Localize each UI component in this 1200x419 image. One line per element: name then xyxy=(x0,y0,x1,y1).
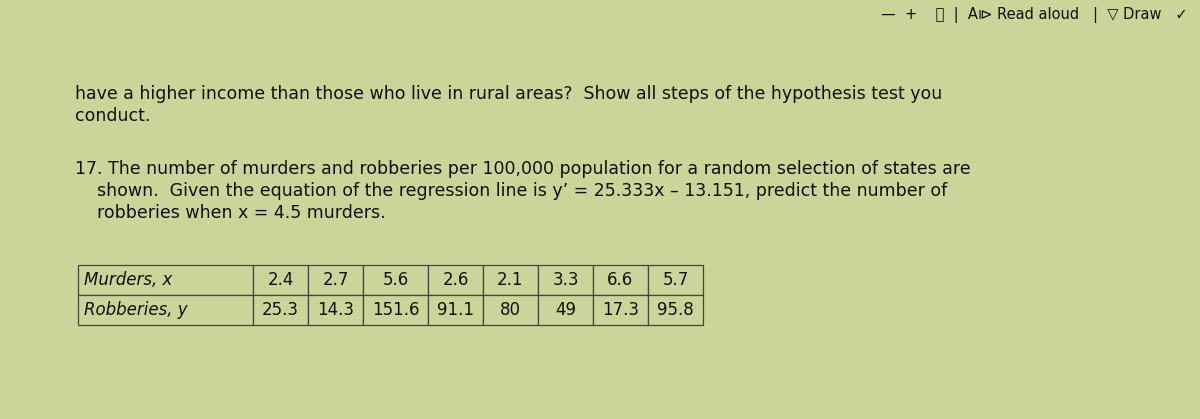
Bar xyxy=(253,295,308,325)
Text: 95.8: 95.8 xyxy=(658,301,694,319)
Text: conduct.: conduct. xyxy=(74,107,150,125)
Bar xyxy=(78,265,253,295)
Bar xyxy=(482,265,538,295)
Text: have a higher income than those who live in rural areas?  Show all steps of the : have a higher income than those who live… xyxy=(74,85,942,103)
Text: 151.6: 151.6 xyxy=(372,301,419,319)
Text: 5.7: 5.7 xyxy=(662,271,689,289)
Text: 3.3: 3.3 xyxy=(552,271,578,289)
Text: Robberies, y: Robberies, y xyxy=(84,301,187,319)
Bar xyxy=(648,295,703,325)
Text: 2.7: 2.7 xyxy=(323,271,349,289)
Bar xyxy=(78,295,253,325)
Text: 2.6: 2.6 xyxy=(443,271,469,289)
Bar xyxy=(538,295,593,325)
Text: 2.4: 2.4 xyxy=(268,271,294,289)
Bar xyxy=(538,265,593,295)
Bar xyxy=(308,295,364,325)
Bar xyxy=(482,295,538,325)
Bar xyxy=(253,265,308,295)
Text: 14.3: 14.3 xyxy=(317,301,354,319)
Text: robberies when x = 4.5 murders.: robberies when x = 4.5 murders. xyxy=(74,204,385,222)
Text: 6.6: 6.6 xyxy=(607,271,634,289)
Bar xyxy=(428,295,482,325)
Bar xyxy=(364,295,428,325)
Text: Murders, x: Murders, x xyxy=(84,271,173,289)
Bar xyxy=(593,265,648,295)
Bar xyxy=(428,265,482,295)
Text: 80: 80 xyxy=(500,301,521,319)
Bar xyxy=(364,265,428,295)
Text: —  +    ⬜  |  A⧐ Read aloud   |  ▽ Draw   ✓: — + ⬜ | A⧐ Read aloud | ▽ Draw ✓ xyxy=(881,7,1188,23)
Text: 17.3: 17.3 xyxy=(602,301,640,319)
Text: 49: 49 xyxy=(554,301,576,319)
Text: 17. The number of murders and robberies per 100,000 population for a random sele: 17. The number of murders and robberies … xyxy=(74,160,971,178)
Text: 2.1: 2.1 xyxy=(497,271,523,289)
Bar xyxy=(648,265,703,295)
Text: 91.1: 91.1 xyxy=(437,301,474,319)
Text: shown.  Given the equation of the regression line is y’ = 25.333x – 13.151, pred: shown. Given the equation of the regress… xyxy=(74,182,947,200)
Text: 25.3: 25.3 xyxy=(262,301,299,319)
Bar xyxy=(593,295,648,325)
Bar xyxy=(308,265,364,295)
Text: 5.6: 5.6 xyxy=(383,271,409,289)
